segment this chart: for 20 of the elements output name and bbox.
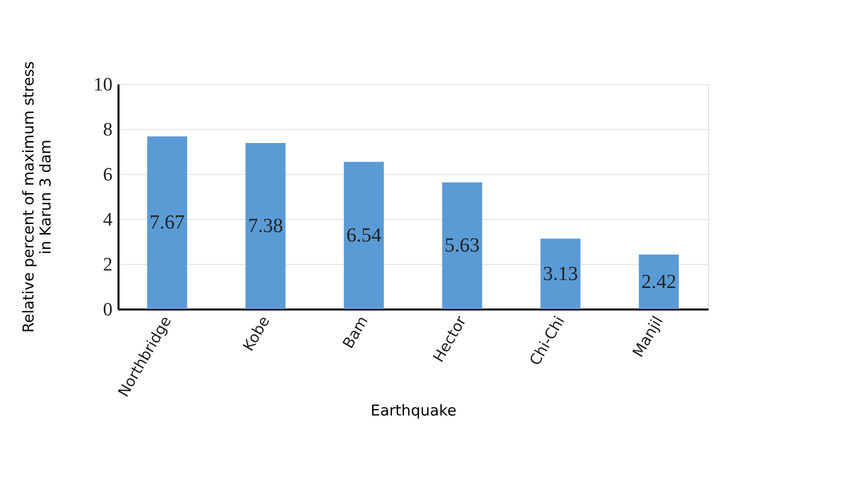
bar <box>540 238 580 309</box>
data-label: 3.13 <box>543 262 578 285</box>
y-tick-label: 6 <box>103 164 112 186</box>
y-axis-title: Relative percent of maximum stress in Karun 3 dam <box>20 61 54 333</box>
bar <box>344 162 384 309</box>
data-label: 7.67 <box>150 212 185 234</box>
x-axis-title: Earthquake <box>370 402 456 420</box>
y-tick-label: 10 <box>94 74 112 96</box>
data-label: 2.42 <box>641 270 676 293</box>
data-label: 6.54 <box>346 224 382 246</box>
bar <box>147 136 188 309</box>
y-tick-label: 4 <box>103 210 113 230</box>
y-tick-label: 0 <box>103 300 112 320</box>
y-tick-label: 8 <box>103 120 112 140</box>
bar <box>442 182 482 309</box>
bar <box>246 142 286 309</box>
data-label: 5.63 <box>444 234 480 257</box>
bar <box>638 254 679 309</box>
data-label: 7.38 <box>248 214 283 237</box>
y-tick-label: 2 <box>103 254 112 276</box>
